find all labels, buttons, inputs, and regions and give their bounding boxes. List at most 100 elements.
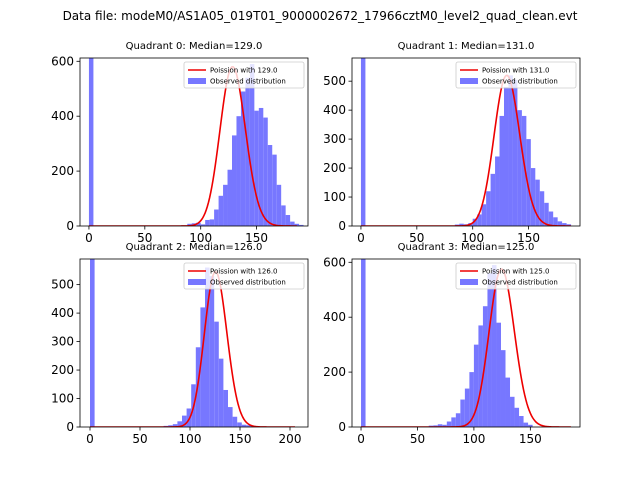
- figure-title: Data file: modeM0/AS1A05_019T01_90000026…: [63, 9, 578, 23]
- histogram-bar: [227, 169, 232, 226]
- histogram-bar: [228, 407, 233, 427]
- histogram-bar: [496, 322, 501, 427]
- legend-hist-label: Observed distribution: [482, 279, 558, 287]
- histogram-bar: [241, 424, 247, 427]
- axes-frame: [79, 258, 309, 428]
- histogram-bar: [526, 139, 531, 226]
- histogram-bar: [214, 209, 219, 226]
- axes-frame: [79, 57, 309, 227]
- subplot-0: Quadrant 0: Median=129.0 0 50 100 150 0 200 400…: [51, 41, 309, 245]
- histogram-bar: [487, 273, 492, 427]
- histogram-bar: [486, 191, 491, 226]
- y-tick-label: 0: [66, 420, 74, 434]
- histogram-bar: [495, 156, 500, 226]
- histogram-bar: [205, 219, 210, 226]
- histogram-bar: [237, 422, 242, 427]
- histogram-bar: [177, 421, 182, 427]
- y-tick-label: 400: [51, 109, 74, 123]
- y-tick-label: 100: [51, 392, 74, 406]
- x-tick-label: 150: [517, 231, 540, 245]
- legend-fit-label: Poission with 126.0: [210, 268, 278, 276]
- histogram-bar: [294, 223, 300, 226]
- legend-hist-label: Observed distribution: [210, 279, 286, 287]
- histogram-bar: [530, 168, 536, 226]
- legend-hist-label: Observed distribution: [482, 78, 558, 86]
- plot-area: [360, 58, 572, 226]
- legend: Poission with 125.0 Observed distribution: [455, 262, 577, 290]
- histogram-bar: [205, 267, 210, 427]
- histogram-bar: [478, 325, 483, 427]
- histogram-bar: [553, 217, 558, 226]
- histogram-bar: [249, 64, 255, 226]
- y-tick-label: 200: [323, 365, 346, 379]
- histogram-bar: [491, 265, 497, 427]
- x-tick-label: 50: [410, 432, 425, 446]
- y-tick-label: 200: [51, 363, 74, 377]
- x-tick-label: 150: [519, 432, 542, 446]
- poisson-fit-line: [361, 268, 571, 427]
- histogram-bar: [499, 115, 504, 226]
- x-tick-label: 100: [462, 432, 485, 446]
- histogram-bar: [557, 221, 563, 226]
- x-tick-label: 0: [85, 231, 93, 245]
- histogram-bar: [451, 417, 456, 427]
- legend: Poission with 129.0 Observed distribution: [183, 61, 305, 89]
- y-tick-label: 600: [323, 255, 346, 269]
- histogram-bar: [187, 223, 192, 226]
- legend-box: [183, 262, 305, 290]
- histogram-bar: [519, 416, 524, 427]
- plot-area: [361, 259, 571, 427]
- histogram-bar: [460, 399, 465, 427]
- y-tick-label: 0: [338, 420, 346, 434]
- histogram-bar: [508, 75, 513, 226]
- histogram-bar: [200, 224, 206, 226]
- histogram-bar: [473, 344, 479, 427]
- histogram-bar: [512, 79, 518, 226]
- histogram-bar: [562, 223, 567, 226]
- histogram-bar: [504, 86, 509, 226]
- histogram-bar: [223, 184, 228, 226]
- x-tick-label: 50: [409, 231, 424, 245]
- histogram-bar: [544, 202, 549, 226]
- legend-fit-label: Poission with 125.0: [482, 268, 550, 276]
- histogram-bar: [196, 222, 201, 226]
- x-tick-label: 100: [179, 432, 202, 446]
- y-tick-label: 500: [51, 278, 74, 292]
- histogram-bar: [182, 415, 187, 427]
- histogram-bar: [223, 389, 228, 427]
- subplot-1: Quadrant 1: Median=131.0 0 50 100 150 0 100 200…: [323, 41, 581, 245]
- histogram-bar: [90, 259, 95, 427]
- legend-hist-swatch: [188, 279, 206, 285]
- legend: Poission with 131.0 Observed distribution: [455, 61, 577, 89]
- histogram-bar: [214, 321, 219, 427]
- histogram-bar: [437, 424, 443, 427]
- histogram-bar: [360, 58, 366, 226]
- axes-frame: [351, 258, 581, 428]
- subplot-3: Quadrant 3: Median=125.0 0 50 100 150 0 200 400…: [323, 242, 581, 446]
- histogram-bar: [539, 191, 545, 226]
- histogram-bar: [254, 110, 259, 226]
- legend-box: [455, 262, 577, 290]
- histogram-bar: [232, 135, 237, 226]
- histogram-bar: [290, 221, 295, 226]
- y-tick-label: 400: [323, 310, 346, 324]
- legend-fit-label: Poission with 129.0: [210, 67, 278, 75]
- histogram-bar: [272, 154, 277, 226]
- x-tick-label: 0: [357, 231, 365, 245]
- histogram-bar: [469, 372, 474, 427]
- histogram-bar: [88, 58, 94, 226]
- legend-box: [455, 61, 577, 89]
- histogram-bar: [209, 219, 215, 226]
- y-tick-label: 200: [323, 161, 346, 175]
- poisson-fit-line: [360, 74, 572, 226]
- histogram-bar: [517, 110, 522, 226]
- subplot-title: Quadrant 2: Median=126.0: [126, 242, 263, 253]
- y-tick-label: 0: [338, 219, 346, 233]
- legend-hist-label: Observed distribution: [210, 78, 286, 86]
- histogram-bar: [481, 204, 487, 226]
- histogram-bar: [523, 422, 529, 427]
- histogram-bar: [528, 424, 533, 427]
- histogram-bar: [218, 195, 224, 226]
- histogram-bar: [285, 215, 291, 226]
- y-tick-label: 500: [323, 74, 346, 88]
